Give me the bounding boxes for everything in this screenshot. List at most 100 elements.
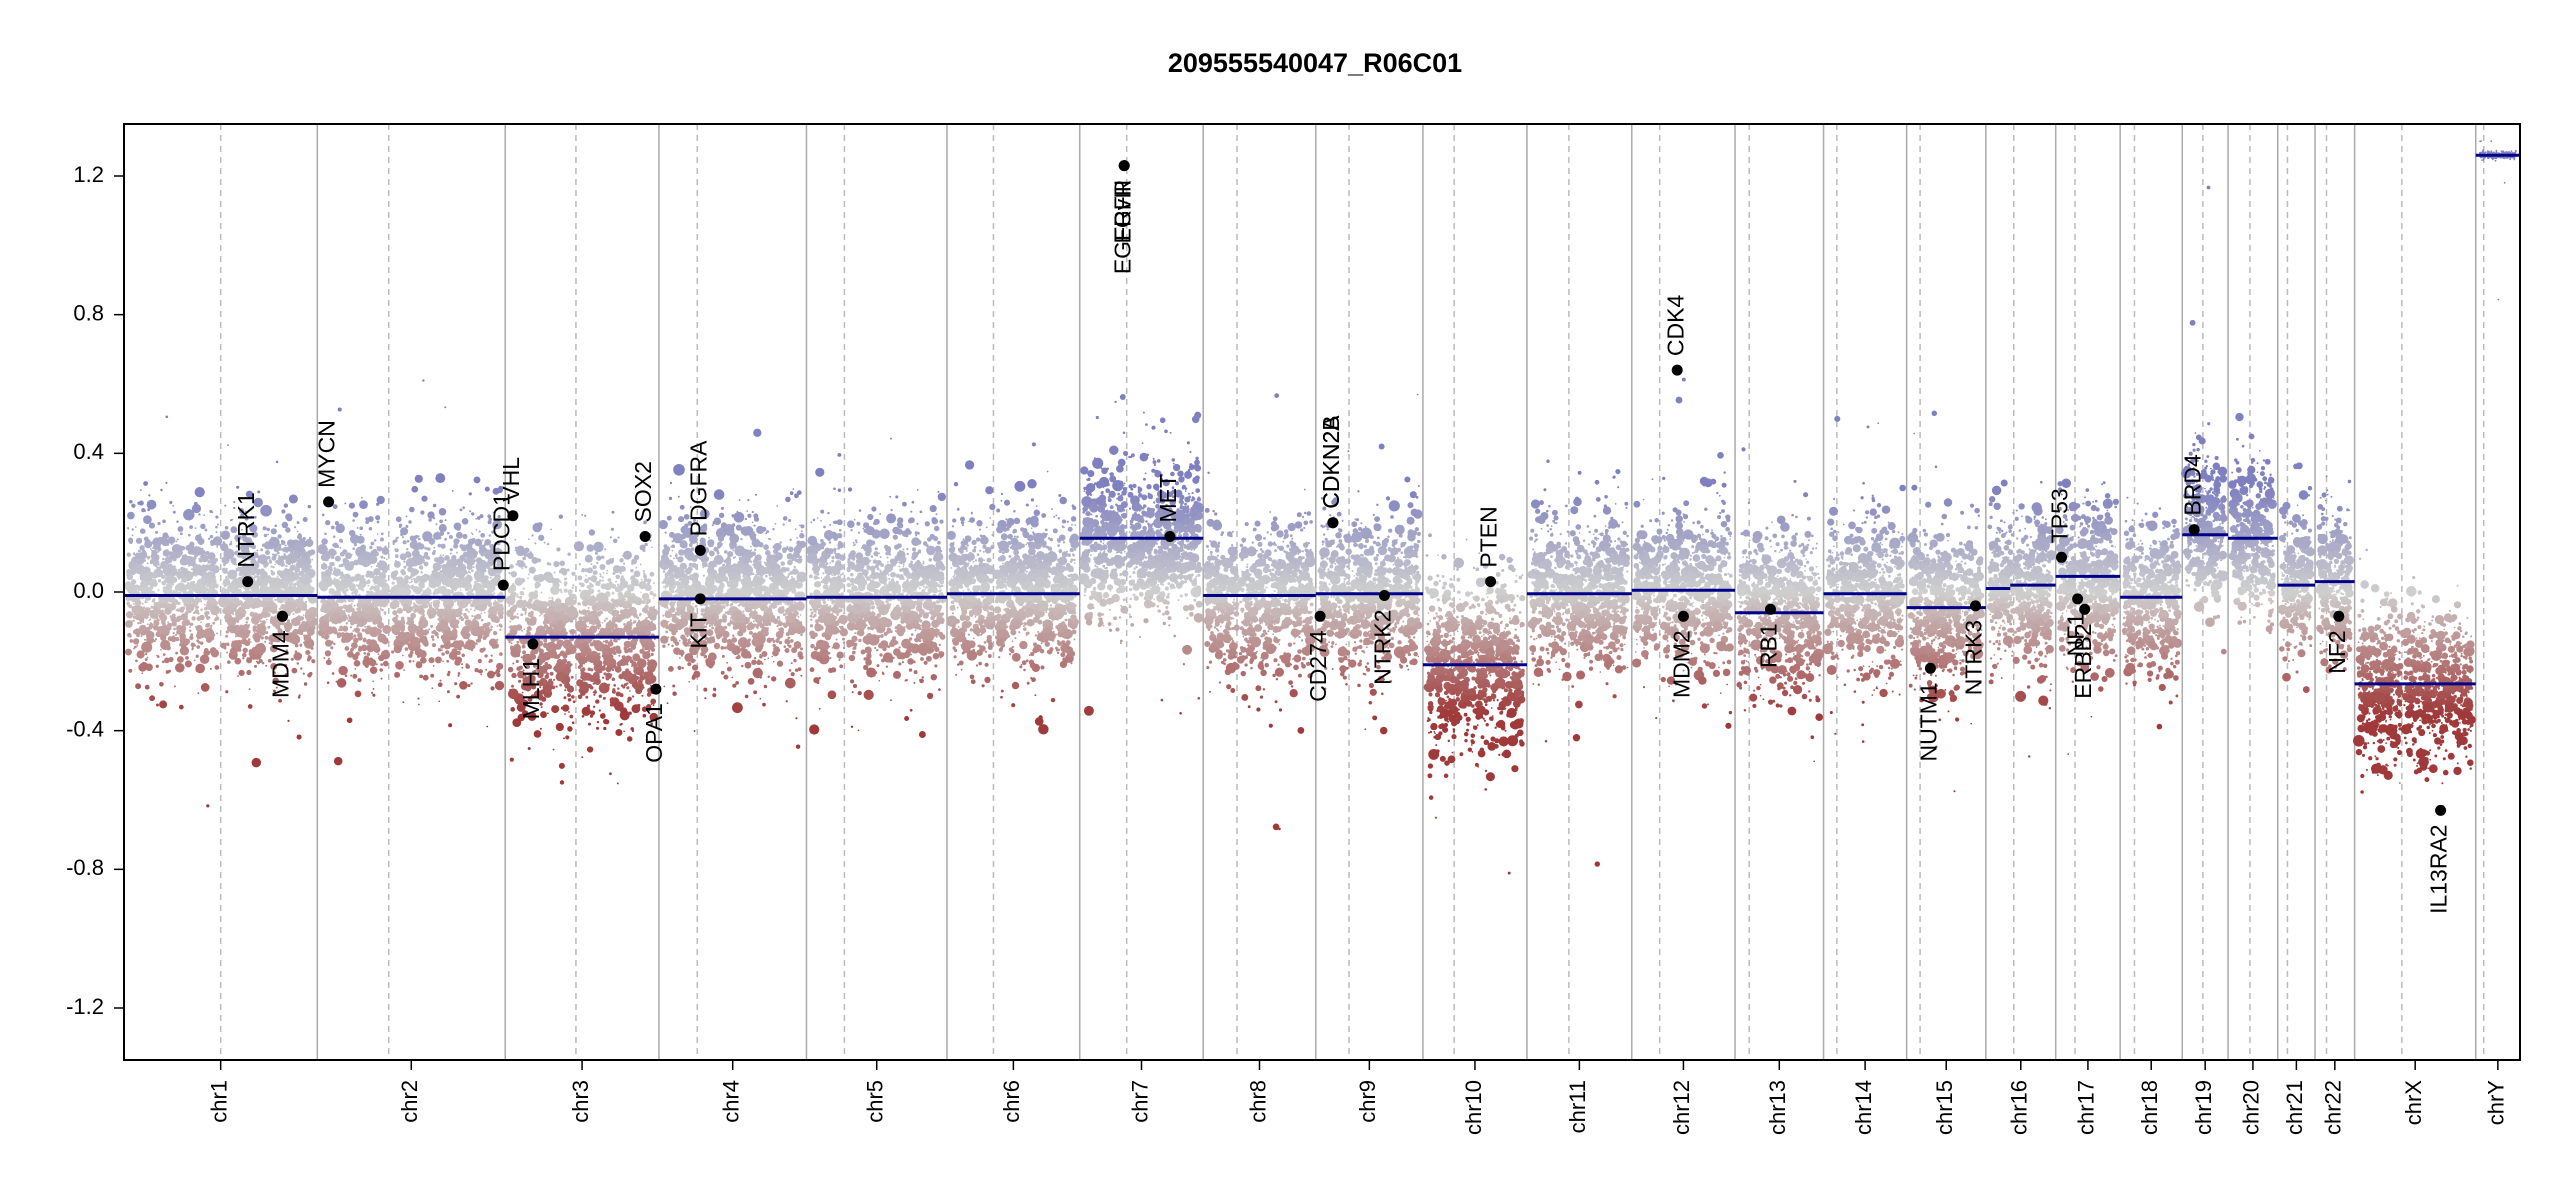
probe-point [177,601,181,606]
probe-point [589,597,593,601]
probe-point [630,644,636,650]
probe-point [286,571,294,579]
probe-point [148,623,154,629]
probe-point [135,683,142,690]
probe-point [191,503,202,514]
probe-point [248,688,251,691]
probe-point [585,574,587,577]
probe-point [260,504,272,517]
probe-point [380,555,384,559]
probe-point [526,626,532,631]
probe-point [614,652,617,655]
probe-point [179,634,183,638]
probe-point [417,537,421,541]
probe-point [424,604,429,608]
probe-point [576,627,581,632]
probe-point [184,583,191,590]
probe-point [571,586,574,590]
probe-point [165,481,168,484]
probe-point [249,591,252,594]
probe-point [568,601,570,603]
probe-point [468,633,471,636]
probe-point [302,536,306,541]
probe-point [306,658,311,662]
probe-point [170,543,173,546]
probe-point [456,640,465,648]
probe-point [419,587,421,590]
probe-point [292,612,295,615]
probe-point [393,644,402,654]
probe-point [191,648,194,651]
probe-point [160,488,163,492]
probe-point [534,542,537,545]
probe-point [545,575,554,583]
probe-point [195,667,200,673]
probe-point [405,525,409,528]
probe-point [252,584,259,591]
probe-point [349,635,354,640]
probe-point [146,623,149,626]
probe-point [553,613,561,621]
probe-point [254,643,266,655]
probe-point [337,599,341,603]
probe-point [296,530,299,533]
probe-point [160,648,162,651]
probe-point [181,610,184,613]
probe-point [141,507,146,513]
probe-point [396,578,399,581]
probe-point [528,566,536,574]
probe-point [630,568,634,573]
probe-point [352,519,355,522]
probe-point [384,613,387,616]
probe-point [457,539,460,542]
probe-point [409,506,415,513]
probe-point [508,571,511,575]
probe-point [331,549,337,556]
probe-point [418,543,425,550]
probe-point [570,663,573,666]
probe-point [417,548,420,551]
probe-point [321,602,333,614]
probe-point [505,595,516,605]
probe-point [128,613,133,619]
probe-point [208,596,211,600]
probe-point [559,588,562,592]
probe-point [548,629,552,633]
probe-point [397,605,400,608]
probe-point [493,592,496,595]
probe-point [642,650,645,653]
probe-point [216,545,219,548]
probe-point [188,600,192,603]
probe-point [454,610,459,615]
probe-point [365,517,369,521]
probe-point [589,582,592,586]
probe-point [588,529,596,536]
probe-point [368,657,374,663]
probe-point [631,562,634,565]
probe-point [547,600,553,605]
probe-point [608,645,611,648]
probe-point [252,627,257,632]
probe-point [459,579,466,586]
probe-point [634,675,640,681]
probe-point [345,622,348,625]
probe-point [702,574,705,577]
probe-point [441,652,445,656]
probe-point [131,605,141,614]
probe-point [414,474,423,483]
probe-point [203,555,209,561]
probe-point [648,639,652,643]
probe-point [475,639,479,643]
probe-point [278,543,282,547]
probe-point [177,526,184,532]
probe-point [615,574,621,580]
probe-point [376,520,380,524]
probe-point [335,680,338,683]
probe-point [553,589,556,592]
probe-point [263,564,267,568]
probe-point [240,512,245,517]
probe-point [210,558,217,566]
probe-point [251,612,254,615]
probe-point [533,649,539,655]
probe-point [288,579,291,582]
